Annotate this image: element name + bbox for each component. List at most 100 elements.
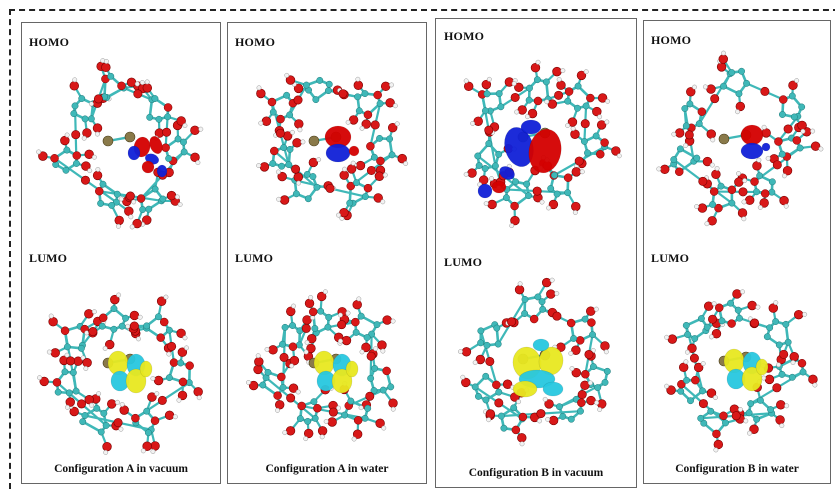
oxygen-atom (514, 285, 525, 295)
oxygen-atom (129, 310, 140, 321)
carbon-atom (159, 195, 167, 203)
carbon-atom (72, 387, 80, 395)
hydrogen-atom (472, 360, 478, 366)
hydrogen-atom (765, 155, 771, 161)
oxygen-atom (285, 426, 296, 436)
hydrogen-atom (741, 216, 747, 222)
carbon-atom (311, 414, 319, 422)
carbon-atom (63, 343, 71, 351)
oxygen-atom (712, 429, 721, 439)
cyclodextrin-molecule (656, 50, 824, 227)
oxygen-atom (88, 327, 98, 337)
carbon-atom (720, 82, 727, 90)
carbon-atom (70, 110, 78, 118)
carbon-atom (745, 409, 753, 417)
cyclodextrin-molecule (664, 289, 818, 453)
oxygen-atom (686, 87, 696, 97)
hydrogen-atom (684, 349, 690, 355)
carbon-atom (533, 76, 541, 84)
oxygen-atom (161, 143, 170, 152)
carbon-atom (379, 386, 387, 394)
carbon-atom (753, 415, 761, 423)
oxygen-atom (544, 399, 554, 409)
hydrogen-atom (683, 359, 689, 365)
oxygen-atom (84, 309, 94, 319)
oxygen-atom (142, 83, 153, 93)
metal-atom (124, 131, 136, 143)
hydrogen-atom (118, 196, 124, 202)
oxygen-atom (666, 385, 676, 395)
carbon-atom (312, 96, 320, 104)
oxygen-atom (114, 215, 124, 226)
carbon-atom (574, 104, 581, 112)
carbon-atom (581, 315, 589, 323)
oxygen-atom (95, 186, 104, 196)
carbon-atom (474, 392, 482, 400)
carbon-atom (743, 79, 750, 87)
oxygen-atom (481, 79, 492, 90)
carbon-atom (495, 388, 503, 396)
oxygen-atom (684, 130, 694, 140)
oxygen-atom (793, 309, 804, 320)
oxygen-atom (351, 317, 360, 327)
atom-layer (457, 277, 611, 447)
oxygen-atom (547, 99, 558, 109)
carbon-atom (525, 96, 533, 104)
carbon-atom (93, 404, 101, 412)
carbon-atom (753, 188, 760, 196)
oxygen-atom (162, 127, 172, 137)
oxygen-atom (382, 366, 391, 376)
hydrogen-atom (255, 353, 261, 359)
carbon-atom (361, 414, 369, 422)
hydrogen-atom (524, 114, 530, 120)
lumo-lobe-negative (542, 381, 564, 397)
carbon-atom (601, 378, 609, 386)
atom-layer (37, 292, 203, 455)
oxygen-atom (81, 161, 91, 171)
carbon-atom (145, 205, 153, 213)
carbon-atom (269, 160, 277, 167)
carbon-atom (361, 90, 369, 98)
carbon-atom (494, 340, 502, 348)
carbon-atom (81, 115, 89, 123)
carbon-atom (73, 160, 80, 167)
carbon-atom (559, 412, 567, 420)
hydrogen-atom (195, 160, 201, 166)
carbon-atom (564, 189, 572, 197)
oxygen-atom (84, 394, 94, 405)
carbon-atom (768, 178, 776, 186)
oxygen-atom (667, 334, 678, 344)
oxygen-atom (552, 311, 562, 321)
carbon-atom (684, 331, 692, 338)
oxygen-atom (731, 411, 741, 421)
hydrogen-atom (342, 166, 347, 172)
homo-orbital (740, 124, 771, 160)
hydrogen-atom (128, 214, 134, 220)
oxygen-atom (592, 106, 602, 117)
hydrogen-atom (144, 79, 150, 85)
oxygen-atom (485, 409, 496, 419)
hydrogen-atom (800, 128, 806, 134)
oxygen-atom (374, 171, 385, 181)
oxygen-atom (750, 318, 760, 328)
carbon-atom (87, 115, 95, 123)
oxygen-atom (346, 164, 357, 174)
hydrogen-atom (95, 166, 101, 172)
carbon-atom (693, 154, 701, 162)
hydrogen-atom (196, 395, 202, 401)
oxygen-atom (768, 303, 779, 313)
oxygen-atom (82, 128, 92, 138)
hydrogen-atom (323, 418, 329, 424)
oxygen-atom (385, 98, 395, 108)
oxygen-atom (150, 441, 160, 451)
oxygen-atom (675, 167, 684, 176)
carbon-atom (580, 137, 588, 145)
oxygen-atom (514, 82, 524, 93)
oxygen-atom (105, 339, 115, 350)
hydrogen-atom (303, 436, 309, 442)
hydrogen-atom (702, 84, 708, 90)
oxygen-atom (270, 146, 279, 156)
oxygen-atom (304, 298, 315, 309)
hydrogen-atom (593, 306, 599, 312)
hydrogen-atom (511, 81, 517, 87)
